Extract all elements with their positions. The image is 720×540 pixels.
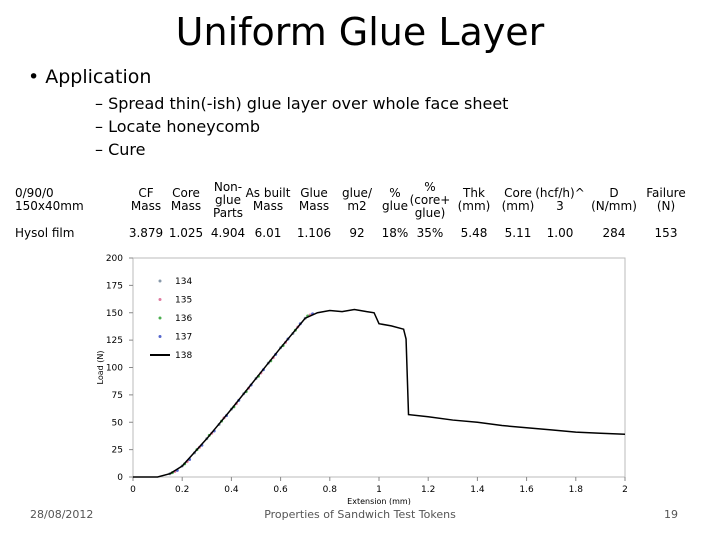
x-tick-label: 1.6 [519,485,534,495]
table-cell: 1.106 [296,226,332,240]
y-tick-label: 100 [106,364,123,374]
table-header-cell: Failure (N) [646,186,686,213]
table-cell: 1.00 [546,226,574,240]
legend-label: 135 [175,296,192,306]
sub-bullet: – Cure [95,140,146,159]
legend-label: 136 [175,314,192,324]
page-number: 19 [664,508,678,521]
table-cell: 5.11 [504,226,532,240]
bullet-text: Application [45,66,152,88]
table-header-cell: As built Mass [245,186,291,213]
legend-swatch [158,279,162,283]
table-header-cell: Non- glue Parts [213,179,243,220]
x-tick-label: 1.4 [470,485,485,495]
data-line [133,308,626,478]
y-tick-label: 25 [112,446,123,456]
y-tick-label: 200 [106,254,123,264]
y-tick-label: 75 [112,391,123,401]
table-cell: 284 [602,226,626,240]
table-header-cell: % (core+ glue) [409,179,451,220]
table-header-cell: % glue [382,186,408,213]
bullet: • Application [28,66,152,88]
table-header-cell: (hcf/h)^ 3 [535,186,585,213]
bullet-text: Spread thin(-ish) glue layer over whole … [108,94,509,113]
table-cell: 4.904 [210,226,246,240]
sub-bullet: – Spread thin(-ish) glue layer over whol… [95,94,509,113]
y-tick-label: 125 [106,336,123,346]
table-header-cell: Core (mm) [501,186,535,213]
table-cell: 3.879 [128,226,164,240]
bullet-text: Locate honeycomb [108,117,261,136]
footer-date: 28/08/2012 [30,508,94,521]
chart: 0 25 50 75 100 125 150 175 200 0 0.2 0.4 0.6 0.8 1 1.2 1… [96,254,628,505]
sub-bullet: – Locate honeycomb [95,117,261,136]
y-tick-label: 50 [112,418,124,428]
plot-area [132,257,626,478]
legend-label: 134 [175,277,192,287]
table-header-cell: glue/ m2 [342,186,372,213]
x-tick-label: 2 [622,485,628,495]
table-cell: Hysol film [15,226,75,240]
legend-label: 138 [175,351,192,361]
table-header-cell: Core Mass [170,186,202,213]
legend-label: 137 [175,333,192,343]
table-cell: 18% [381,226,409,240]
table-header-cell: CF Mass [130,186,162,213]
table-cell: 6.01 [254,226,282,240]
bullet-text: Cure [108,140,146,159]
y-tick-label: 150 [106,309,123,319]
table-header-cell: 0/90/0 150x40mm [15,186,84,213]
table-header-cell: Glue Mass [298,186,330,213]
y-axis-label: Load (N) [96,351,105,385]
y-tick-label: 0 [117,473,123,483]
table-cell: 35% [416,226,444,240]
table-cell: 1.025 [168,226,204,240]
table-cell: 153 [654,226,678,240]
x-tick-label: 1 [376,485,382,495]
legend-swatch [158,316,162,320]
y-tick-label: 175 [106,281,123,291]
footer-text: Properties of Sandwich Test Tokens [264,508,456,521]
table-header-cell: D (N/mm) [591,186,637,213]
legend-swatch [158,335,162,338]
x-tick-label: 1.2 [421,485,435,495]
table-header-cell: Thk (mm) [457,186,491,213]
legend-swatch [158,298,162,301]
x-tick-label: 0 [130,485,136,495]
x-axis-label: Extension (mm) [347,497,411,505]
x-tick-label: 0.4 [224,485,239,495]
x-tick-label: 0.8 [323,485,338,495]
x-tick-label: 1.8 [569,485,584,495]
x-tick-label: 0.2 [175,485,189,495]
table-cell: 92 [349,226,365,240]
slide-title: Uniform Glue Layer [175,10,545,54]
x-tick-label: 0.6 [273,485,288,495]
table-cell: 5.48 [460,226,488,240]
